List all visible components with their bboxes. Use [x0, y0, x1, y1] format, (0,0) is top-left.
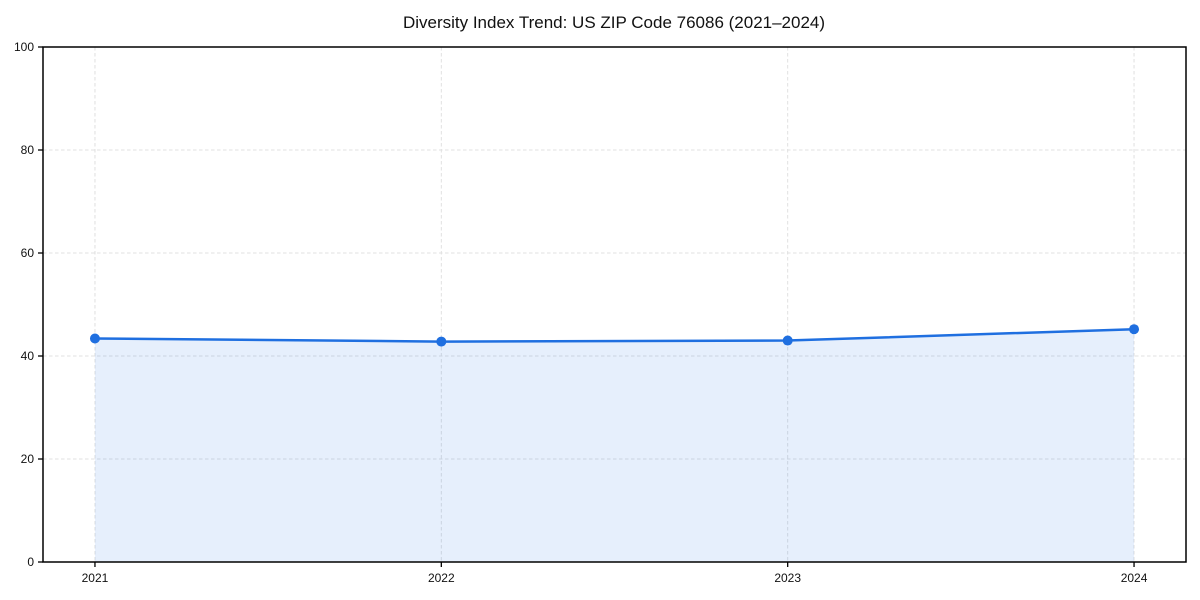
y-tick-label-60: 60 — [21, 246, 35, 260]
chart-title: Diversity Index Trend: US ZIP Code 76086… — [403, 13, 825, 32]
y-tick-label-20: 20 — [21, 452, 35, 466]
plot-border — [42, 46, 1187, 563]
trend-line — [93, 327, 1136, 343]
data-point-2023 — [782, 335, 793, 346]
x-tick-label-2023: 2023 — [774, 571, 801, 585]
y-tick-label-100: 100 — [14, 40, 34, 54]
area-fill — [94, 329, 1135, 562]
data-point-2024 — [1129, 324, 1140, 335]
x-tick-label-2024: 2024 — [1121, 571, 1148, 585]
x-tick-label-2021: 2021 — [82, 571, 109, 585]
data-point-2022 — [436, 336, 447, 347]
y-tick-label-80: 80 — [21, 143, 35, 157]
x-tick-label-2022: 2022 — [428, 571, 455, 585]
plot-area: 0 20 40 60 80 100 2021 2022 2023 2024 — [14, 40, 1187, 585]
y-tick-label-0: 0 — [27, 555, 34, 569]
y-tick-label-40: 40 — [21, 349, 35, 363]
data-point-2021 — [89, 333, 100, 344]
